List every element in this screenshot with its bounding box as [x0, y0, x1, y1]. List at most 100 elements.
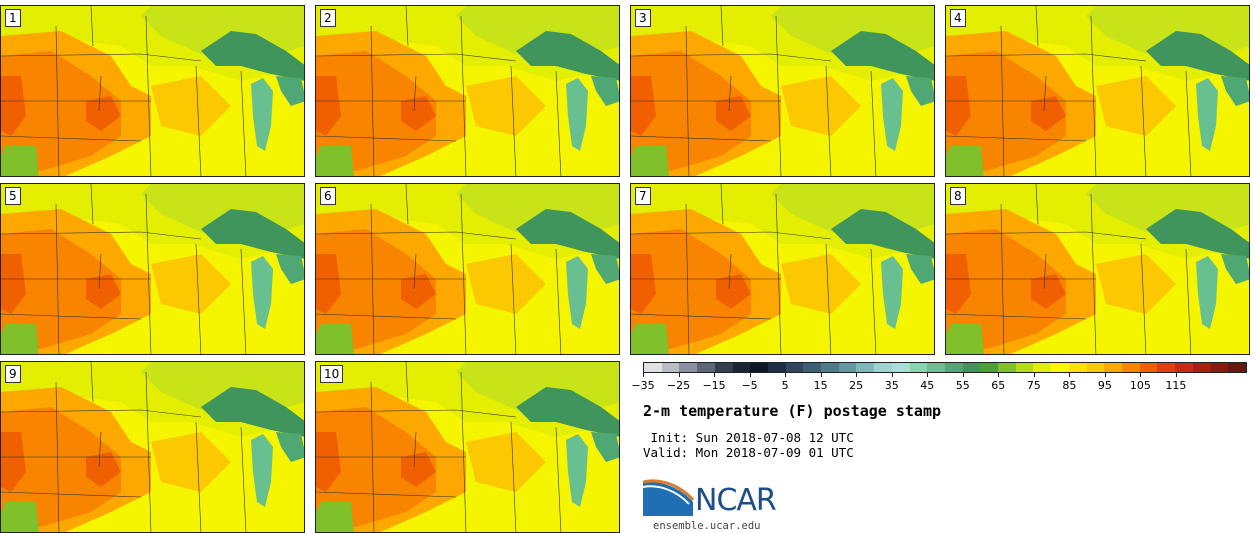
colorbar-segment: [803, 363, 822, 372]
temperature-map: [946, 184, 1250, 355]
logo-url: ensemble.ucar.edu: [653, 520, 761, 532]
colorbar-segment: [891, 363, 910, 372]
panel-label: 5: [5, 187, 21, 205]
colorbar-tick-label: 105: [1129, 379, 1151, 392]
colorbar-segment: [697, 363, 715, 372]
colorbar-tick-label: 5: [781, 379, 789, 392]
colorbar-tick: [1033, 373, 1035, 377]
colorbar-segment: [1086, 363, 1105, 372]
colorbar-segment: [1104, 363, 1122, 372]
colorbar-strip: [643, 362, 1247, 373]
panel-label: 8: [950, 187, 966, 205]
colorbar-segment: [1210, 363, 1229, 372]
colorbar-tick-label: 75: [1026, 379, 1041, 392]
colorbar-tick: [962, 373, 964, 377]
colorbar-tick-label: 25: [849, 379, 864, 392]
map-panel: 6: [315, 183, 620, 355]
colorbar-tick-label: 45: [920, 379, 935, 392]
colorbar-tick: [998, 373, 1000, 377]
colorbar-tick: [856, 373, 858, 377]
colorbar-tick: [785, 373, 787, 377]
map-panel: 3: [630, 5, 935, 177]
temperature-map: [631, 184, 935, 355]
colorbar-tick-label: −5: [741, 379, 758, 392]
map-panel: 7: [630, 183, 935, 355]
map-panel: 1: [0, 5, 305, 177]
colorbar-segment: [1192, 363, 1211, 372]
colorbar-tick-label: 95: [1097, 379, 1112, 392]
temperature-map: [1, 6, 305, 177]
ncar-logo-icon: [643, 479, 695, 516]
colorbar-segment: [750, 363, 768, 372]
colorbar-segment: [1175, 363, 1193, 372]
colorbar-tick-label: 65: [991, 379, 1006, 392]
colorbar-tick-label: 55: [955, 379, 970, 392]
colorbar-tick-label: 35: [884, 379, 899, 392]
colorbar-segment: [821, 363, 839, 372]
panel-label: 4: [950, 9, 966, 27]
colorbar-segment: [1033, 363, 1052, 372]
colorbar-segment: [927, 363, 945, 372]
map-panel: 2: [315, 5, 620, 177]
panel-label: 9: [5, 365, 21, 383]
panel-label: 3: [635, 9, 651, 27]
colorbar-segment: [661, 363, 680, 372]
panel-label: 10: [320, 365, 344, 383]
valid-time: Valid: Mon 2018-07-09 01 UTC: [643, 445, 854, 460]
colorbar-segment: [998, 363, 1016, 372]
colorbar-ticks: −35 −25 −15 −5 5 15 25 35 45 55 65 75 85 95 105 115: [631, 373, 1247, 393]
colorbar-tick: [1069, 373, 1071, 377]
colorbar-segment: [679, 363, 698, 372]
ncar-logo: NCAR ensemble.ucar.edu: [643, 476, 803, 532]
colorbar-segment: [856, 363, 875, 372]
colorbar-tick: [1104, 373, 1106, 377]
colorbar-segment: [1139, 363, 1158, 372]
colorbar-tick: [643, 373, 644, 377]
colorbar-segment: [909, 363, 928, 372]
colorbar-tick: [678, 373, 680, 377]
colorbar-tick-label: 15: [813, 379, 828, 392]
panel-label: 1: [5, 9, 21, 27]
colorbar-segment: [785, 363, 804, 372]
temperature-map: [316, 184, 620, 355]
colorbar: −35 −25 −15 −5 5 15 25 35 45 55 65 75 85 95 105 115: [631, 362, 1248, 393]
colorbar-tick: [891, 373, 893, 377]
temperature-map: [631, 6, 935, 177]
colorbar-segment: [1015, 363, 1034, 372]
colorbar-tick-label: 85: [1062, 379, 1077, 392]
panel-label: 7: [635, 187, 651, 205]
map-panel: 9: [0, 361, 305, 533]
colorbar-tick: [714, 373, 716, 377]
colorbar-segment: [644, 363, 662, 372]
colorbar-tick: [749, 373, 751, 377]
colorbar-tick: [1175, 373, 1177, 377]
colorbar-tick: [927, 373, 929, 377]
temperature-map: [316, 362, 620, 533]
colorbar-tick-label: −25: [666, 379, 691, 392]
logo-text: NCAR: [695, 483, 777, 518]
temperature-map: [316, 6, 620, 177]
colorbar-tick-label: 115: [1165, 379, 1187, 392]
colorbar-segment: [767, 363, 786, 372]
colorbar-tick-label: −15: [702, 379, 726, 392]
panel-label: 6: [320, 187, 336, 205]
plot-title: 2-m temperature (F) postage stamp: [643, 402, 942, 420]
colorbar-tick-label: −35: [631, 379, 655, 392]
temperature-map: [1, 362, 305, 533]
colorbar-segment: [732, 363, 751, 372]
colorbar-segment: [980, 363, 999, 372]
colorbar-segment: [962, 363, 981, 372]
colorbar-segment: [874, 363, 892, 372]
colorbar-tick: [820, 373, 822, 377]
map-panel: 10: [315, 361, 620, 533]
colorbar-segment: [714, 363, 733, 372]
colorbar-segment: [944, 363, 963, 372]
colorbar-segment: [1121, 363, 1140, 372]
temperature-map: [946, 6, 1250, 177]
map-panel: 5: [0, 183, 305, 355]
colorbar-segment: [1068, 363, 1087, 372]
map-panel: 8: [945, 183, 1250, 355]
init-time: Init: Sun 2018-07-08 12 UTC: [643, 430, 854, 445]
panel-label: 2: [320, 9, 336, 27]
colorbar-tick: [1140, 373, 1142, 377]
